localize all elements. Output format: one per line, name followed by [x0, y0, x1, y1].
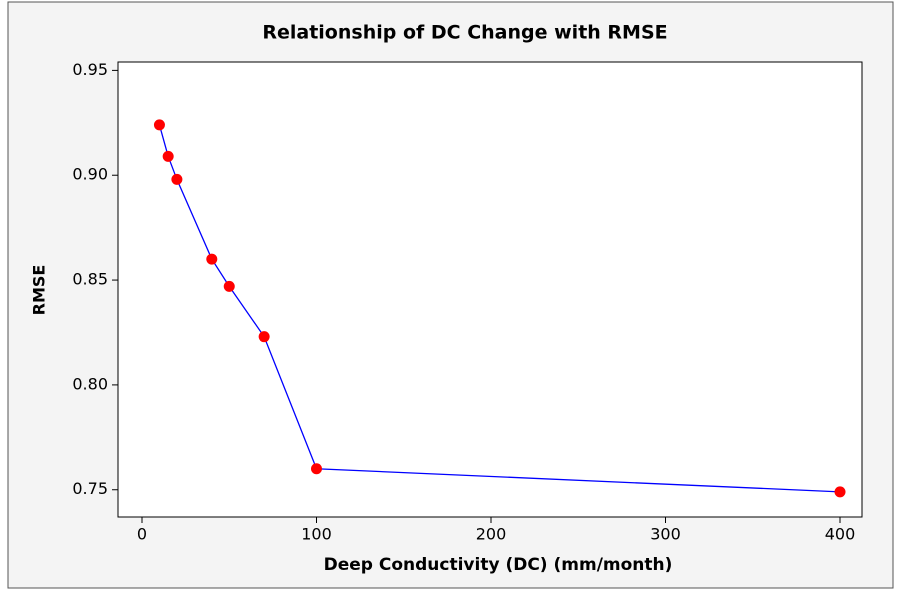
- x-axis-label: Deep Conductivity (DC) (mm/month): [324, 555, 673, 575]
- y-tick-label: 0.85: [72, 270, 108, 289]
- y-axis-label: RMSE: [30, 265, 49, 316]
- y-tick-label: 0.95: [72, 60, 108, 79]
- y-tick-label: 0.90: [72, 165, 108, 184]
- data-point: [171, 173, 183, 185]
- plot-area: [117, 61, 863, 518]
- data-point: [162, 150, 174, 162]
- x-tick-label: 200: [476, 525, 507, 544]
- x-tick-label: 0: [137, 525, 147, 544]
- y-tick-label: 0.75: [72, 479, 108, 498]
- y-tick-label: 0.80: [72, 374, 108, 393]
- data-point: [834, 486, 846, 498]
- data-point: [153, 119, 165, 131]
- data-point: [310, 463, 322, 475]
- x-tick-label: 300: [650, 525, 681, 544]
- data-point: [258, 331, 270, 343]
- x-tick-label: 100: [301, 525, 332, 544]
- chart-title: Relationship of DC Change with RMSE: [262, 22, 667, 44]
- data-point: [223, 280, 235, 292]
- x-tick-label: 400: [825, 525, 856, 544]
- data-point: [206, 253, 218, 265]
